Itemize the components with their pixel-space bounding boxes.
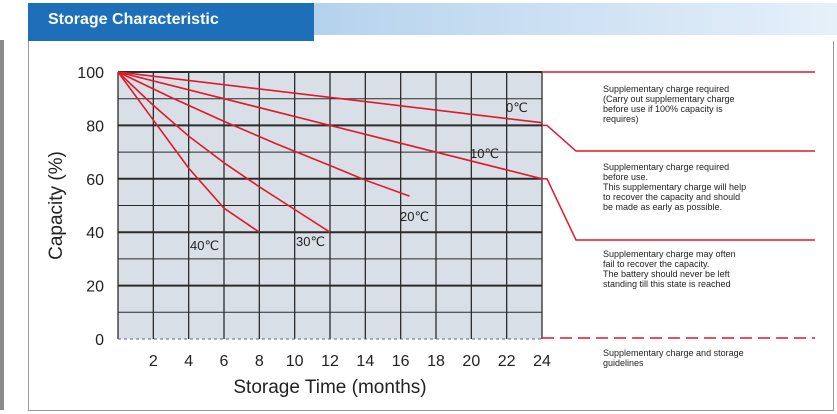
series-line (117, 71, 260, 233)
series-group: 0℃ 10℃ 20℃ 30℃ 40℃ (117, 71, 543, 253)
chart-title: Storage Characteristic (48, 11, 219, 28)
zone-annotations: Supplementary charge required (Carry out … (542, 71, 815, 368)
series-label: 20℃ (400, 209, 429, 224)
left-divider (0, 40, 4, 410)
y-tick-label: 0 (95, 332, 104, 349)
x-tick-label: 18 (427, 353, 445, 370)
series-label: 40℃ (190, 238, 219, 253)
zone-boundary (542, 124, 815, 152)
x-tick-label: 20 (462, 353, 480, 370)
x-tick-label: 8 (255, 353, 264, 370)
zone-annotation-line: Supplementary charge required (603, 84, 729, 94)
zone-annotation-line: before use. (603, 172, 648, 182)
x-tick-label: 12 (321, 353, 339, 370)
grid (117, 71, 543, 340)
zone-boundary (542, 178, 815, 241)
zone-annotation-line: This supplementary charge will help (603, 182, 746, 192)
y-tick-label: 60 (86, 172, 104, 189)
chart-frame (28, 41, 834, 411)
series-label: 0℃ (506, 100, 528, 115)
x-axis-label: Storage Time (months) (233, 377, 426, 398)
zone-annotation-line: requires) (603, 114, 639, 124)
zone-annotation-line: standing till this state is reached (603, 279, 731, 289)
x-tick-label: 6 (220, 353, 229, 370)
zone-annotation: Supplementary charge and storage guidelin… (603, 348, 744, 368)
x-tick-label: 24 (533, 353, 551, 370)
y-axis-label: Capacity (%) (46, 151, 67, 260)
header-tab: Storage Characteristic (28, 3, 314, 41)
y-tick-label: 20 (86, 279, 104, 296)
series-label: 10℃ (470, 146, 499, 161)
zone-annotation-line: The battery should never be left (603, 269, 730, 279)
series-line (117, 71, 331, 233)
series-line (117, 71, 543, 124)
zone-annotation-line: fail to recover the capacity. (603, 259, 709, 269)
zone-annotation-line: Supplementary charge required (603, 162, 729, 172)
x-tick-label: 22 (498, 353, 516, 370)
y-tick-label: 100 (77, 65, 104, 82)
zone-annotation-line: Supplementary charge and storage (603, 348, 744, 358)
x-tick-label: 4 (184, 353, 193, 370)
x-tick-label: 10 (286, 353, 304, 370)
y-tick-label: 40 (86, 225, 104, 242)
x-tick-labels: 2 4 6 8 10 12 14 16 18 20 22 24 (149, 353, 551, 370)
y-tick-label: 80 (86, 118, 104, 135)
zone-annotation-line: before use if 100% capacity is (603, 104, 723, 114)
zone-annotation-line: guidelines (603, 358, 644, 368)
zone-annotation-line: (Carry out supplementary charge (603, 94, 735, 104)
zone-annotation-line: Supplementary charge may often (603, 249, 736, 259)
zone-annotation: Supplementary charge may often fail to re… (603, 249, 736, 289)
zone-annotation: Supplementary charge required before use.… (603, 162, 746, 212)
y-tick-labels: 0 20 40 60 80 100 (77, 65, 104, 349)
x-tick-label: 14 (356, 353, 374, 370)
x-tick-label: 16 (392, 353, 410, 370)
series-line (117, 71, 410, 197)
zone-annotation-line: be made as early as possible. (603, 202, 722, 212)
series-line (117, 71, 543, 180)
x-tick-label: 2 (149, 353, 158, 370)
series-label: 30℃ (296, 234, 325, 249)
zone-annotation: Supplementary charge required (Carry out … (603, 84, 735, 124)
zone-annotation-line: to recover the capacity and should (603, 192, 740, 202)
